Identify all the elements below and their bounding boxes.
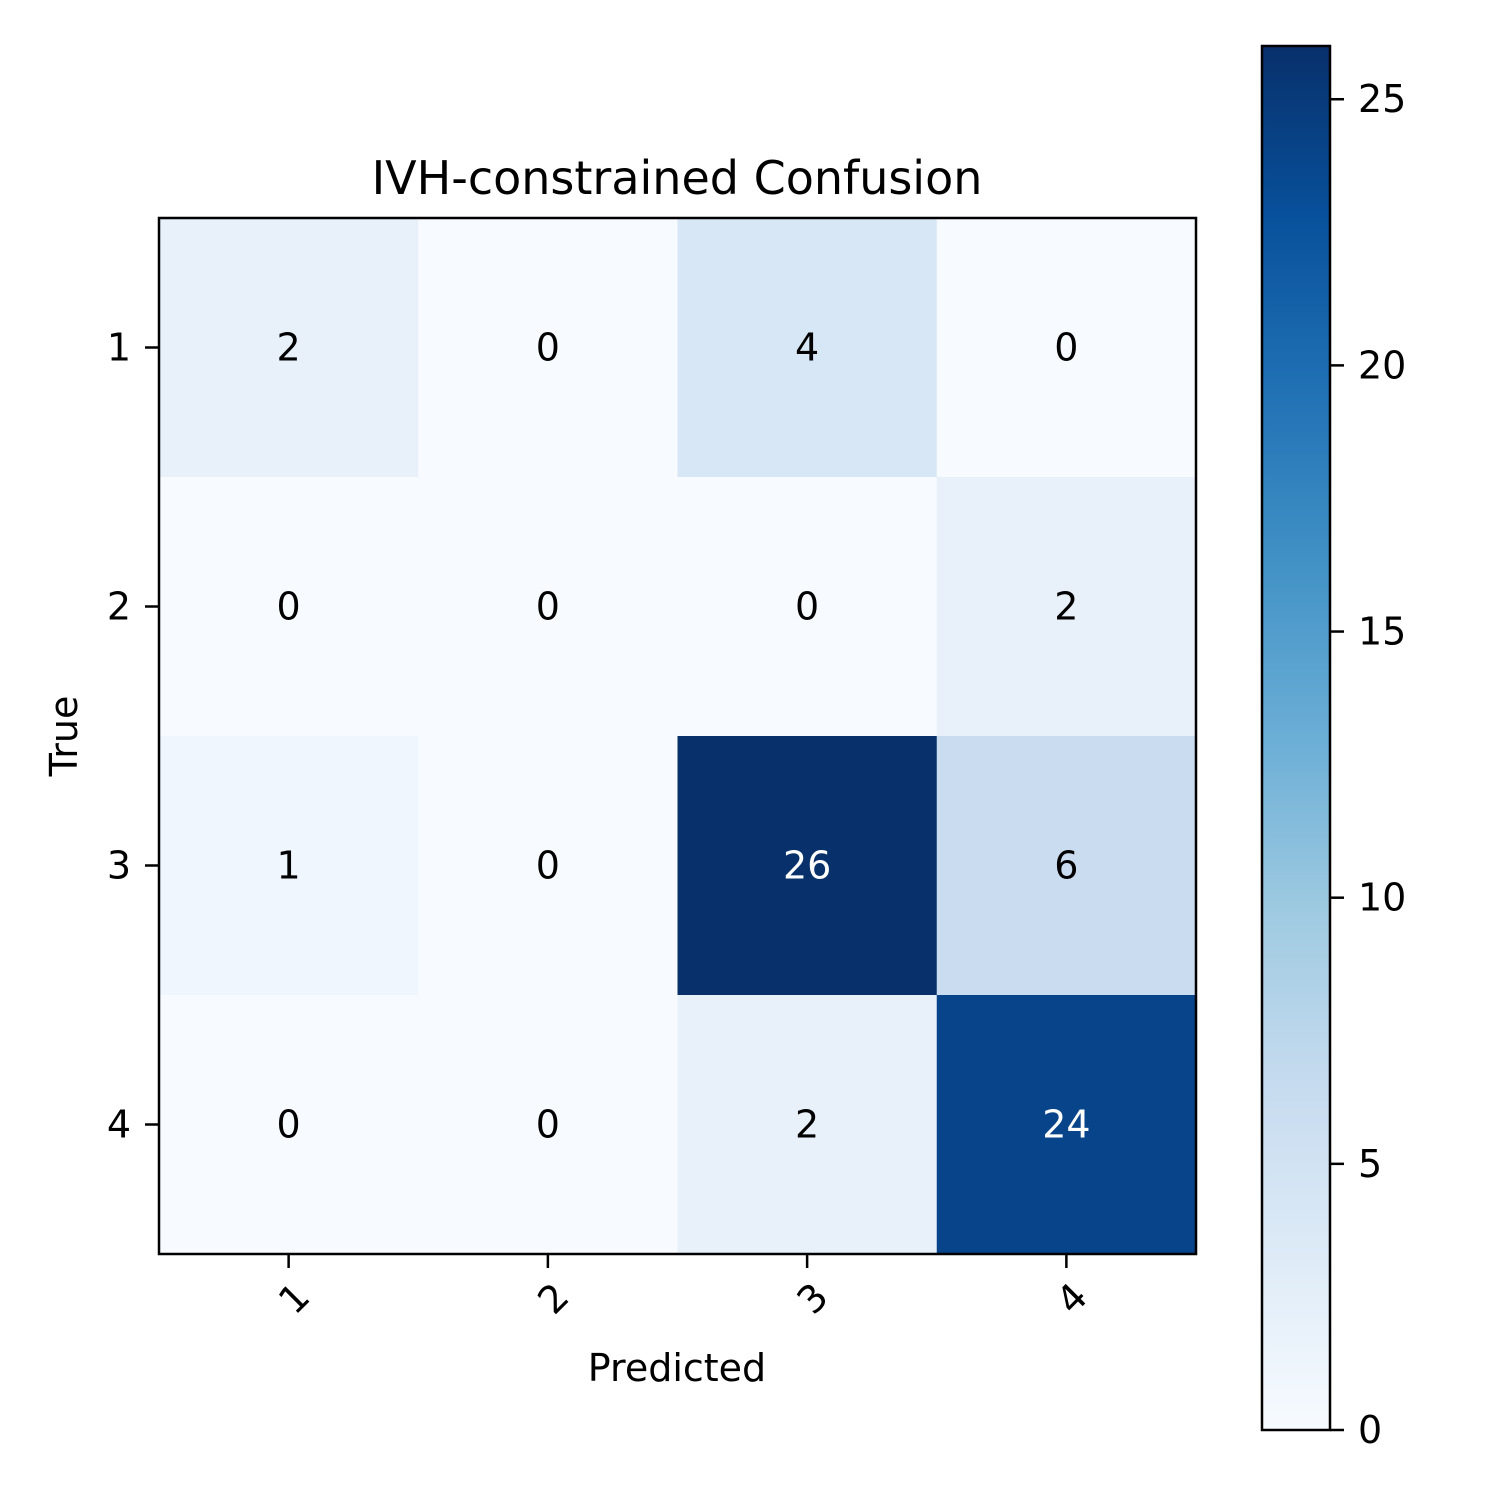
heatmap-cell: [159, 218, 419, 478]
cell-value-label: 6: [1054, 844, 1078, 888]
x-axis-ticks: 1 2 3 4: [270, 1254, 1096, 1323]
plot-frame: [157, 216, 1198, 1256]
heatmap-cell: [159, 736, 419, 996]
heatmap-cell: [936, 218, 1197, 478]
cell-value-label: 0: [536, 1103, 560, 1147]
colorbar-tick-label: 10: [1358, 876, 1406, 920]
x-tick-label: 1: [270, 1274, 318, 1322]
heatmap-cell: [936, 477, 1197, 737]
heatmap-cell: [418, 477, 678, 737]
x-tick-label: 4: [1048, 1274, 1096, 1322]
colorbar-tick-label: 20: [1358, 343, 1406, 387]
cell-value-label: 0: [536, 585, 560, 629]
y-axis-ticks: 1 2 3 4: [107, 326, 159, 1147]
cell-value-label: 2: [1054, 585, 1078, 629]
heatmap-cell: [936, 995, 1197, 1255]
heatmap-cell: [159, 995, 419, 1255]
cell-value-label: 0: [277, 585, 301, 629]
cell-value-label: 2: [795, 1103, 819, 1147]
colorbar: [1260, 44, 1332, 1432]
y-tick-label: 3: [107, 844, 131, 888]
colorbar-tick-label: 0: [1358, 1408, 1382, 1452]
heatmap-cell: [936, 736, 1197, 996]
heatmap-cell: [677, 995, 938, 1255]
cell-value-label: 0: [795, 585, 819, 629]
cell-value-label: 0: [536, 326, 560, 370]
cell-value-label: 2: [277, 326, 301, 370]
heatmap-cell-labels: 2 0 4 0 0 0 0 2 1 0 26 6 0 0 2 24: [277, 326, 1091, 1147]
cell-value-label: 0: [536, 844, 560, 888]
x-axis-label: Predicted: [588, 1346, 766, 1390]
heatmap-cell: [159, 477, 419, 737]
y-axis-label: True: [42, 696, 86, 778]
cell-value-label: 1: [277, 844, 301, 888]
cell-value-label: 26: [783, 844, 831, 888]
heatmap-cell: [418, 995, 678, 1255]
cell-value-label: 24: [1042, 1103, 1090, 1147]
heatmap-cell: [677, 736, 938, 996]
heatmap-cell: [418, 736, 678, 996]
heatmap-cell: [677, 477, 938, 737]
colorbar-tick-label: 15: [1358, 610, 1406, 654]
y-tick-label: 1: [107, 326, 131, 370]
heatmap-cell: [418, 218, 678, 478]
colorbar-ticks: 0 5 10 15 20 25: [1330, 77, 1406, 1452]
y-tick-label: 4: [107, 1103, 131, 1147]
y-tick-label: 2: [107, 585, 131, 629]
x-tick-label: 2: [529, 1274, 577, 1322]
chart-title: IVH-constrained Confusion: [372, 151, 983, 205]
heatmap-cells: [159, 218, 1197, 1255]
x-tick-label: 3: [788, 1274, 836, 1322]
colorbar-tick-label: 25: [1358, 77, 1406, 121]
cell-value-label: 0: [1054, 326, 1078, 370]
cell-value-label: 0: [277, 1103, 301, 1147]
cell-value-label: 4: [795, 326, 819, 370]
colorbar-tick-label: 5: [1358, 1142, 1382, 1186]
heatmap-cell: [677, 218, 938, 478]
